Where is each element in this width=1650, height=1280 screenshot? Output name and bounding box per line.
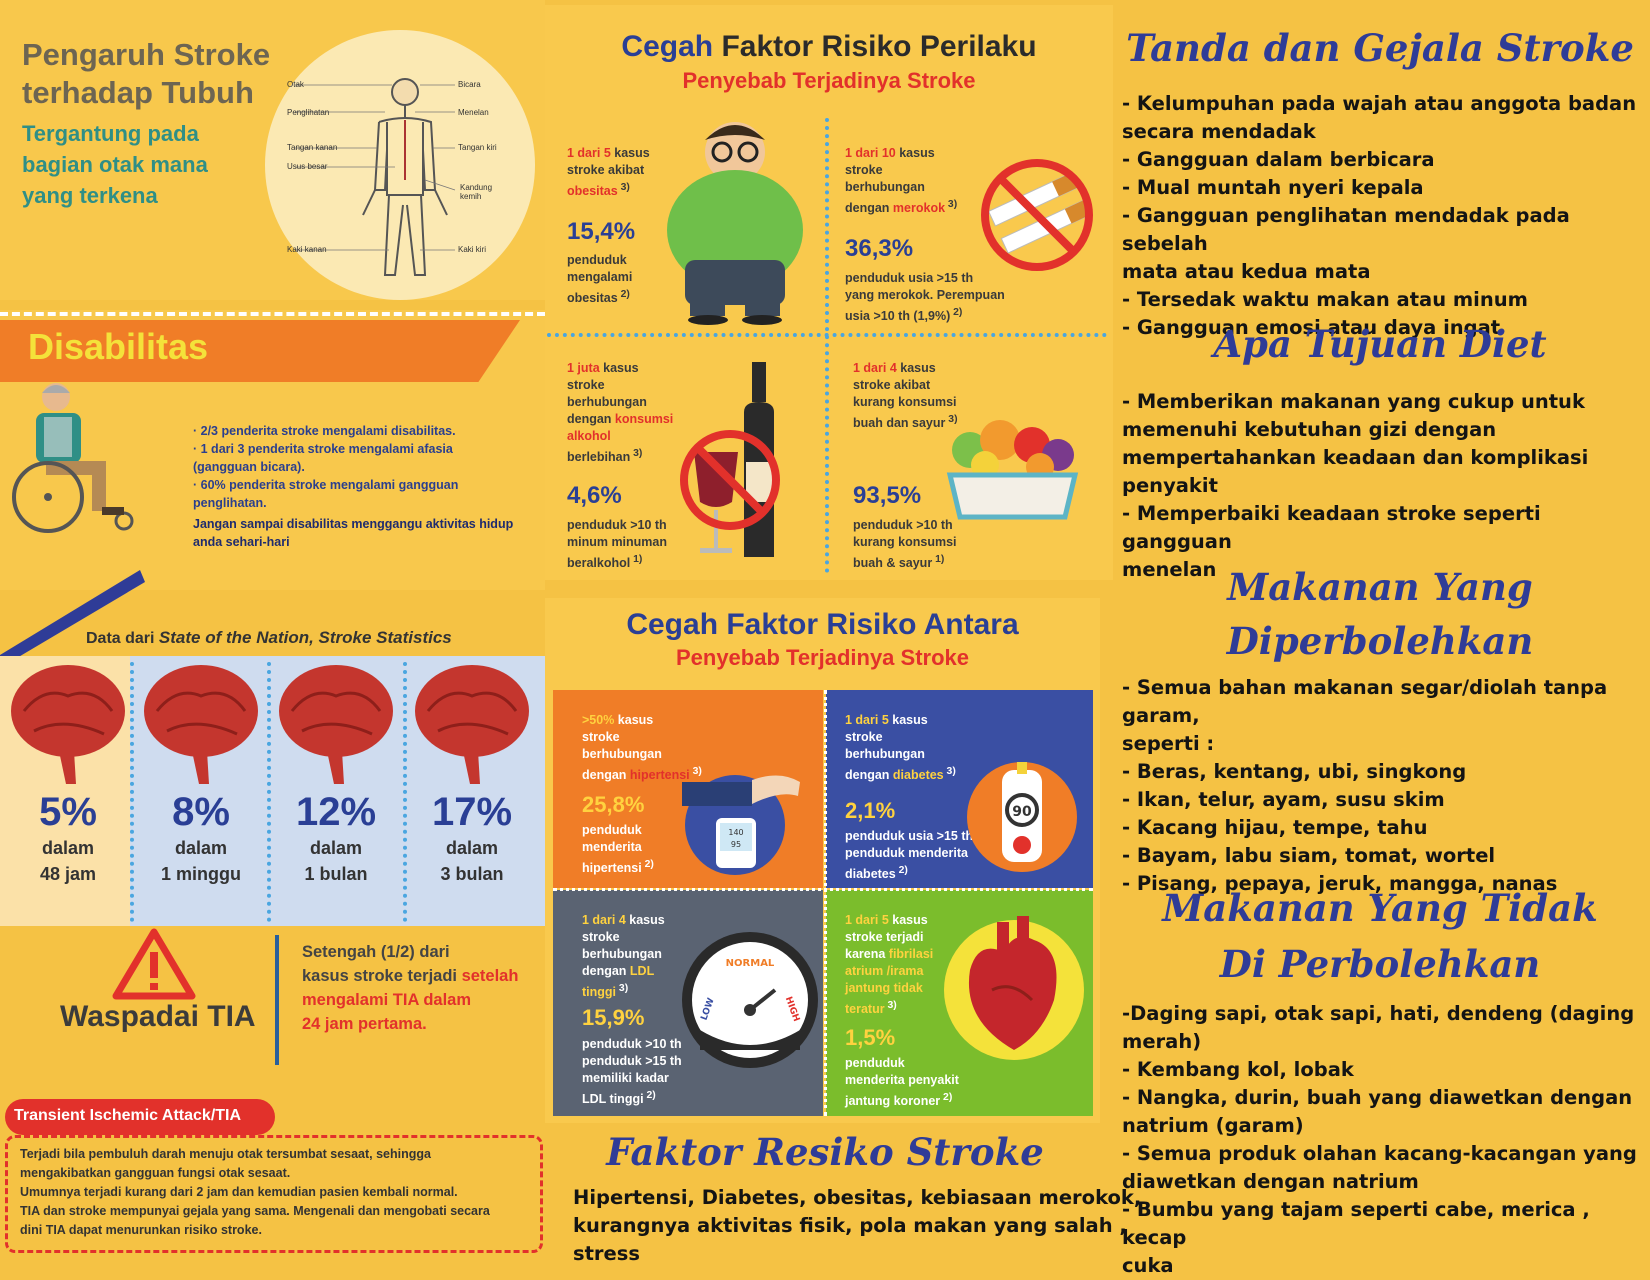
stat-divider [267,662,271,922]
tujuan-list: - Memberikan makanan yang cukup untuk me… [1122,390,1589,581]
svg-text:95: 95 [731,840,741,849]
disabilitas-note: Jangan sampai disabilitas menggangu akti… [193,517,514,549]
body-effect-title: Pengaruh Stroke terhadap Tubuh [22,37,271,110]
disabilitas-points: · 2/3 penderita stroke mengalami disabil… [193,424,459,510]
disabilitas-title: Disabilitas [28,326,209,367]
afib-desc: penduduk menderita penyakit jantung koron… [845,1056,959,1109]
no-smoking-icon [981,159,1093,271]
label-menelan: Menelan [458,108,489,117]
quad-divider-h2 [553,888,1093,891]
boleh-title: Makanan Yang Diperbolehkan [1226,565,1534,663]
waspadai-tia: Waspadai TIA [60,1000,256,1033]
disabilitas-banner [0,320,520,382]
blood-pressure-icon: 140 95 [682,775,800,875]
fruit-bowl-illustration [946,420,1079,520]
svg-text:140: 140 [728,828,743,837]
label-bicara: Bicara [458,80,481,89]
label-usus-besar: Usus besar [287,162,328,171]
fruit-kasus: 1 dari 4 kasus stroke akibat kurang kons… [853,361,958,431]
alcohol-kasus: 1 juta kasus stroke berhubungan dengan k… [567,361,674,465]
label-otak: Otak [287,80,304,89]
fruit-pct: 93,5% [853,482,922,509]
brush-stroke-decoration [0,570,145,668]
fruit-desc: penduduk >10 th kurang konsumsi buah & sa… [853,518,957,571]
hypertension-pct: 25,8% [582,792,645,817]
tidak-boleh-title: Makanan Yang Tidak Di Perbolehkan [1162,886,1598,986]
body-diagram-circle [265,30,535,300]
intermediate-risk-title: Cegah Faktor Risiko Antara [626,608,1019,641]
brain-icon [415,665,529,784]
ldl-desc: penduduk >10 th penduduk >15 th memiliki … [582,1037,682,1107]
hypertension-desc: penduduk menderita hipertensi 2) [582,823,654,876]
smoking-desc: penduduk usia >15 th yang merokok. Peremp… [845,271,1005,324]
tia-desc-box [5,1135,543,1253]
wheelchair-person-illustration [12,383,134,533]
tidak-boleh-list: -Daging sapi, otak sapi, hati, dendeng (… [1122,1002,1637,1277]
tia-badge-label: Transient Ischemic Attack/TIA [14,1107,242,1124]
svg-text:90: 90 [1012,804,1032,820]
tia-info: Setengah (1/2) dari kasus stroke terjadi… [302,943,519,1033]
smoking-kasus: 1 dari 10 kasus stroke berhubungan denga… [845,146,958,216]
stat-divider [403,662,407,922]
quad-divider-v2 [824,690,827,1116]
boleh-list: - Semua bahan makanan segar/diolah tanpa… [1122,676,1608,895]
svg-text:NORMAL: NORMAL [726,958,775,969]
body-effect-subtitle: Tergantung pada bagian otak mana yang te… [22,121,208,208]
behavior-risk-subtitle: Penyebab Terjadinya Stroke [682,68,976,93]
brain-icon [11,665,125,784]
diabetes-pct: 2,1% [845,798,896,823]
svg-text:CHOLESTEROL: CHOLESTEROL [722,1028,779,1036]
faktor-title: Faktor Resiko Stroke [606,1130,1044,1174]
label-kaki-kanan: Kaki kanan [287,245,327,254]
smoking-pct: 36,3% [845,235,914,262]
label-kaki-kiri: Kaki kiri [458,245,487,254]
label-kandung-kemih: Kandung kemih [460,183,493,201]
obesity-desc: penduduk mengalami obesitas 2) [567,253,633,306]
ldl-kasus: 1 dari 4 kasus stroke berhubungan dengan… [582,913,665,1000]
afib-kasus: 1 dari 5 kasus stroke terjadi karena fib… [845,913,934,1017]
brain-icon [144,665,258,784]
stat-3bulan: 17% dalam 3 bulan [408,656,536,926]
afib-pct: 1,5% [845,1025,896,1050]
label-tangan-kiri: Tangan kiri [458,143,497,152]
label-tangan-kanan: Tangan kanan [287,143,338,152]
tia-divider [275,935,279,1065]
divider-dashed [0,312,545,316]
diabetes-desc: penduduk usia >15 th penduduk menderita d… [845,829,974,882]
glucose-meter-icon: 90 [967,762,1077,872]
label-penglihatan: Penglihatan [287,108,330,117]
behavior-risk-title: Cegah Faktor Risiko Perilaku [621,30,1037,63]
data-source: Data dari State of the Nation, Stroke St… [86,628,452,647]
faktor-text: Hipertensi, Diabetes, obesitas, kebiasaa… [573,1186,1142,1265]
heart-icon [944,916,1084,1060]
tujuan-title: Apa Tujuan Diet [1213,322,1547,366]
diabetes-kasus: 1 dari 5 kasus stroke berhubungan dengan… [845,713,956,783]
stat-48jam: 5% dalam 48 jam [4,656,132,926]
alcohol-pct: 4,6% [567,482,622,509]
tia-badge [5,1099,275,1135]
brain-icon [279,665,393,784]
quad-divider-v [825,118,829,573]
stat-divider [130,662,134,922]
tanda-title: Tanda dan Gejala Stroke [1126,26,1634,70]
tanda-list: - Kelumpuhan pada wajah atau anggota bad… [1122,92,1637,339]
stat-1minggu: 8% dalam 1 minggu [137,656,265,926]
warning-icon [112,928,196,1000]
hypertension-kasus: >50% kasus stroke berhubungan dengan hip… [582,713,702,783]
obesity-kasus: 1 dari 5 kasus stroke akibat obesitas 3) [567,146,650,199]
tia-description: Terjadi bila pembuluh darah menuju otak … [20,1147,490,1237]
alcohol-desc: penduduk >10 th minum minuman beralkohol … [567,518,668,571]
no-alcohol-icon [680,362,780,557]
cholesterol-gauge-icon: NORMAL LOW HIGH CHOLESTEROL [682,932,818,1068]
body-diagram-figure [295,78,456,276]
ldl-pct: 15,9% [582,1005,645,1030]
obesity-pct: 15,4% [567,218,636,245]
stat-1bulan: 12% dalam 1 bulan [272,656,400,926]
obese-man-illustration [667,122,803,325]
intermediate-risk-subtitle: Penyebab Terjadinya Stroke [675,645,970,670]
